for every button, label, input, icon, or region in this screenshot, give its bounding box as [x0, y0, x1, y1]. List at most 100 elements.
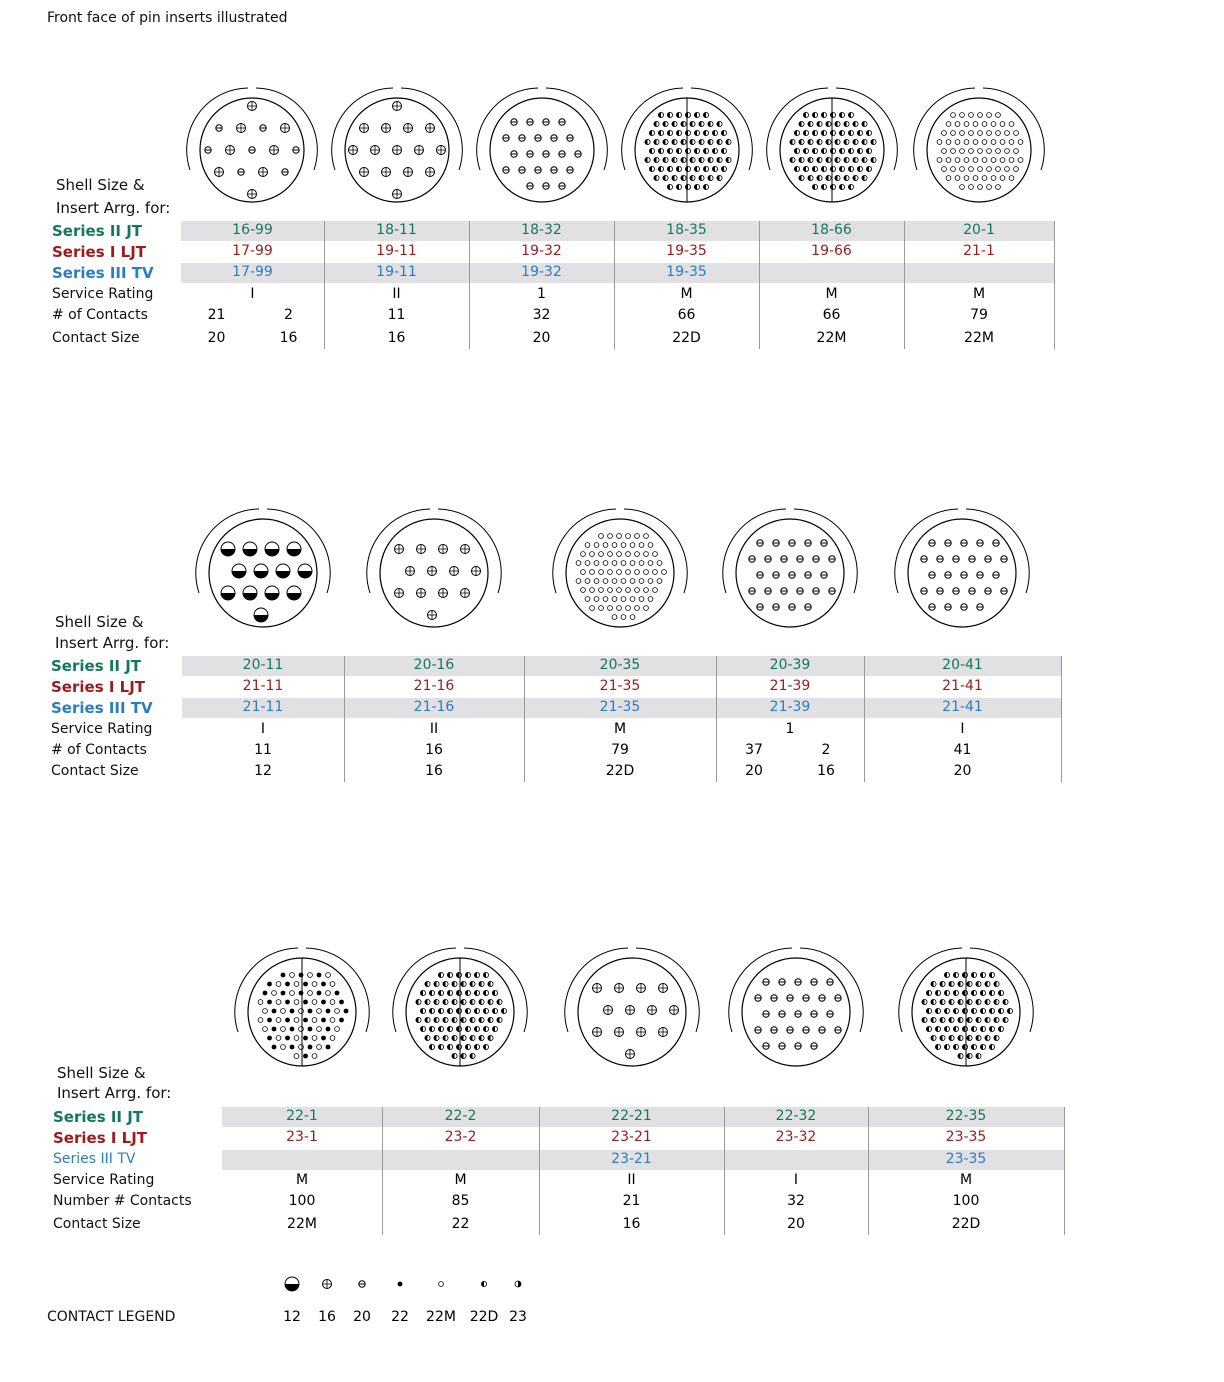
contact: [271, 1026, 277, 1032]
contact: [972, 157, 979, 163]
contact-half: [798, 121, 802, 127]
contact-half: [483, 990, 486, 996]
insert-diagram: [552, 508, 688, 628]
contact-half: [725, 139, 729, 145]
contact-half: [707, 175, 711, 181]
contact: [986, 166, 992, 172]
service-rating: I: [793, 1172, 799, 1188]
insert-arrangement: 22-1: [286, 1108, 318, 1124]
contact-half: [460, 1053, 464, 1059]
contact-half: [469, 981, 473, 987]
insert-arrangement: 18-66: [811, 222, 852, 238]
contact-half: [834, 139, 838, 145]
contact: [275, 981, 282, 987]
contact-half: [993, 1035, 997, 1041]
contact-cross: [280, 123, 290, 133]
insert-arrangement: 17-99: [232, 264, 273, 280]
contact: [950, 130, 956, 136]
contact: [611, 542, 618, 548]
shell-arc: [766, 87, 898, 171]
contact-cross: [427, 610, 437, 620]
shell-arc: [898, 947, 1034, 1033]
contact-half: [429, 1026, 432, 1032]
contact: [298, 1044, 304, 1050]
contact-half: [839, 112, 842, 118]
contact: [616, 551, 622, 557]
column-separator: [539, 1107, 540, 1235]
contact-half: [671, 175, 675, 181]
contact: [334, 1008, 340, 1014]
contact: [963, 121, 970, 127]
legend-symbol: [284, 1276, 300, 1292]
contact-half: [848, 184, 851, 190]
contact: [311, 1035, 318, 1041]
contact-size: 16: [387, 330, 406, 346]
contact: [616, 569, 622, 575]
insert-arrangement: 21-16: [413, 699, 455, 715]
contact: [647, 542, 654, 548]
legend-symbol: [480, 1281, 487, 1288]
contact-half: [487, 1035, 491, 1041]
contact-half: [451, 1035, 455, 1041]
contact-half: [926, 1026, 929, 1032]
contact-half: [433, 981, 437, 987]
contact-half: [993, 981, 997, 987]
contact: [977, 166, 983, 172]
contact: [289, 990, 295, 996]
contact-cross: [359, 167, 369, 177]
contact-half: [821, 130, 824, 136]
contact-half: [716, 121, 720, 127]
row-label: Contact Size: [51, 763, 139, 779]
contact: [589, 569, 595, 575]
contact-half: [716, 139, 720, 145]
contact-fill: [243, 593, 257, 600]
contact: [638, 560, 645, 566]
section-heading: Insert Arrg. for:: [57, 1084, 172, 1102]
contact-cross: [614, 983, 624, 993]
contact-half: [984, 1017, 988, 1023]
contact-count: 21: [622, 1193, 641, 1209]
contact: [316, 990, 322, 996]
contact: [990, 139, 997, 145]
insert-diagram: [234, 947, 370, 1067]
contact-count: 32: [787, 1193, 805, 1209]
contact-half: [694, 184, 697, 190]
contact-cross: [636, 983, 646, 993]
contact-half: [456, 972, 459, 978]
contact: [995, 130, 1001, 136]
row-band: [222, 1107, 1064, 1127]
contact-half: [671, 121, 675, 127]
contact-size: 20: [532, 330, 551, 346]
contact-size: 12: [254, 763, 272, 779]
contact: [963, 175, 970, 181]
contact-half: [689, 139, 693, 145]
insert-arrangement: 23-32: [775, 1129, 817, 1145]
contact-half: [442, 981, 446, 987]
row-label: # of Contacts: [51, 742, 147, 758]
contact: [289, 1008, 295, 1014]
contact: [339, 999, 344, 1005]
contact-half: [698, 139, 702, 145]
contact-fill: [243, 549, 257, 556]
contact-half: [662, 157, 666, 163]
contact-half: [789, 157, 793, 163]
contact-cross: [592, 983, 602, 993]
contact-half: [694, 130, 697, 136]
contact-half: [944, 990, 947, 996]
row-band: [182, 656, 1061, 676]
contact-cross: [416, 588, 426, 598]
contact-half: [680, 139, 684, 145]
contact-half: [953, 972, 956, 978]
contact-half: [496, 999, 500, 1005]
contact-half: [433, 1035, 437, 1041]
contact: [945, 121, 952, 127]
contact: [652, 569, 658, 575]
contact-fill: [265, 593, 279, 600]
column-separator: [1054, 221, 1055, 349]
contact: [1013, 166, 1019, 172]
contact: [343, 1008, 349, 1014]
contact-half: [469, 1053, 473, 1059]
legend-symbol: [514, 1280, 522, 1288]
contact-count: 11: [387, 307, 406, 323]
contact-cross: [436, 145, 446, 155]
